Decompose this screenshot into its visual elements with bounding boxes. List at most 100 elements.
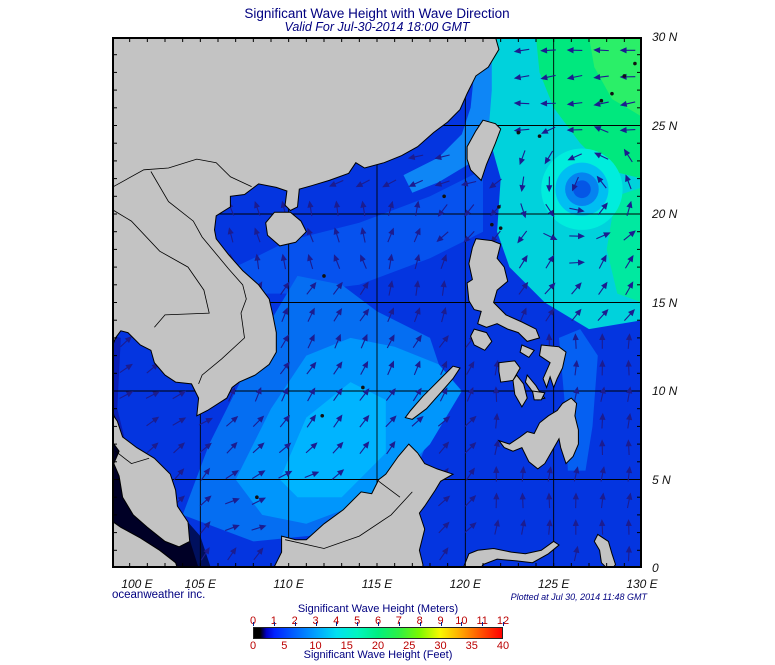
lon-label-120: 120 E bbox=[449, 577, 482, 591]
legend-meter-tick-6: 6 bbox=[374, 615, 382, 627]
legend-tick-mark bbox=[482, 622, 484, 626]
wave-direction-arrow bbox=[252, 415, 265, 428]
lon-label-100: 100 E bbox=[121, 577, 153, 591]
wave-direction-arrow bbox=[625, 174, 632, 190]
legend-meter-tick-8: 8 bbox=[416, 615, 423, 627]
wave-direction-arrow bbox=[200, 521, 211, 534]
wave-direction-arrow bbox=[597, 202, 608, 216]
wave-direction-arrow bbox=[626, 492, 633, 509]
lat-label-25: 25 N bbox=[652, 118, 678, 133]
island-speck bbox=[622, 74, 627, 78]
wave-direction-arrow bbox=[226, 441, 238, 454]
land-polygon-masbate bbox=[519, 344, 535, 359]
legend-feet-tick-0: 0 bbox=[249, 640, 257, 652]
legend-title-meters: Significant Wave Height (Meters) bbox=[297, 603, 459, 615]
island-speck bbox=[516, 130, 521, 135]
wave-direction-arrow bbox=[333, 387, 343, 402]
wave-direction-arrow bbox=[593, 100, 609, 107]
wave-direction-arrow bbox=[593, 126, 609, 133]
wave-direction-arrow bbox=[280, 281, 290, 295]
wave-direction-arrow bbox=[572, 492, 579, 509]
wave-direction-arrow bbox=[625, 359, 632, 376]
wave-direction-arrow bbox=[251, 497, 266, 505]
wave-direction-arrow bbox=[520, 519, 527, 535]
wave-direction-arrow bbox=[624, 309, 635, 321]
wave-direction-arrow bbox=[198, 417, 213, 426]
wave-direction-arrow bbox=[280, 334, 289, 349]
wave-direction-arrow bbox=[387, 280, 394, 296]
wave-direction-arrow bbox=[464, 495, 477, 507]
wave-direction-arrow bbox=[599, 386, 606, 402]
land-polygon-bohol bbox=[531, 390, 546, 401]
wave-direction-arrow bbox=[439, 547, 449, 561]
wave-direction-arrow bbox=[544, 282, 556, 295]
wave-direction-arrow bbox=[328, 179, 344, 187]
wave-direction-arrow bbox=[281, 387, 289, 402]
legend-tick-mark bbox=[398, 622, 400, 626]
wave-direction-arrow bbox=[120, 336, 132, 348]
wave-direction-arrow bbox=[411, 415, 424, 427]
wave-direction-arrow bbox=[625, 281, 634, 296]
wave-direction-arrow bbox=[279, 414, 291, 428]
wave-direction-arrow bbox=[599, 492, 606, 509]
wave-direction-arrow bbox=[625, 439, 632, 456]
land-polygon-luzon bbox=[466, 238, 541, 342]
legend-meter-tick-0: 0 bbox=[249, 615, 257, 627]
lon-label-125: 125 E bbox=[537, 577, 570, 591]
legend-tick-mark bbox=[378, 622, 379, 626]
wave-direction-arrow bbox=[569, 259, 585, 266]
wave-direction-arrow bbox=[413, 360, 421, 376]
lon-label-105: 105 E bbox=[184, 577, 217, 591]
wave-direction-arrow bbox=[625, 333, 633, 349]
wave-direction-arrow bbox=[227, 227, 234, 243]
wave-direction-arrow bbox=[519, 307, 527, 322]
wave-direction-arrow bbox=[252, 442, 265, 454]
wave-direction-arrow bbox=[464, 522, 477, 533]
wave-direction-arrow bbox=[598, 254, 607, 269]
legend-feet-tick-20: 20 bbox=[371, 640, 385, 652]
wave-direction-arrow bbox=[387, 227, 395, 243]
wave-direction-arrow bbox=[493, 492, 500, 509]
wave-direction-arrow bbox=[387, 307, 395, 322]
country-border-3 bbox=[113, 210, 210, 328]
wave-direction-arrow bbox=[436, 231, 449, 243]
wave-direction-arrow bbox=[387, 360, 395, 376]
wave-direction-arrow bbox=[519, 150, 526, 166]
wave-direction-arrow bbox=[625, 545, 632, 562]
wave-direction-arrow bbox=[464, 204, 475, 217]
legend-feet-tick-30: 30 bbox=[434, 640, 447, 652]
wave-direction-arrow bbox=[517, 230, 528, 244]
wave-direction-arrow bbox=[599, 359, 606, 376]
wave-direction-arrow bbox=[572, 519, 579, 535]
lon-label-130: 130 E bbox=[626, 577, 658, 591]
wave-direction-arrow bbox=[305, 442, 318, 454]
country-border-4 bbox=[115, 450, 150, 465]
wave-direction-arrow bbox=[493, 439, 500, 455]
wave-direction-arrow bbox=[544, 150, 554, 165]
wave-direction-arrow bbox=[464, 415, 477, 427]
legend-tick-mark bbox=[357, 622, 359, 626]
wave-direction-arrow bbox=[304, 471, 320, 479]
wave-direction-arrow bbox=[624, 254, 634, 269]
wave-direction-arrow bbox=[519, 176, 526, 193]
wave-direction-arrow bbox=[385, 415, 397, 428]
wave-direction-arrow bbox=[307, 200, 314, 217]
wave-direction-arrow bbox=[623, 230, 636, 241]
wave-direction-arrow bbox=[465, 467, 475, 481]
island-speck bbox=[537, 134, 542, 138]
wave-direction-arrow bbox=[519, 492, 526, 509]
wave-direction-arrow bbox=[546, 492, 553, 509]
wave-direction-arrow bbox=[306, 414, 316, 428]
wave-direction-arrow bbox=[387, 200, 394, 217]
wave-direction-arrow bbox=[439, 387, 448, 402]
wave-direction-arrow bbox=[359, 308, 370, 322]
legend-feet-tick-35: 35 bbox=[465, 640, 478, 652]
legend-meter-tick-4: 4 bbox=[333, 615, 340, 627]
legend-meter-tick-3: 3 bbox=[312, 615, 319, 627]
wave-direction-arrow bbox=[279, 361, 290, 375]
land-polygon-mindanao bbox=[497, 397, 579, 470]
wave-direction-arrow bbox=[571, 308, 582, 322]
wave-direction-arrow bbox=[332, 469, 345, 480]
legend-tick-mark bbox=[503, 622, 504, 626]
